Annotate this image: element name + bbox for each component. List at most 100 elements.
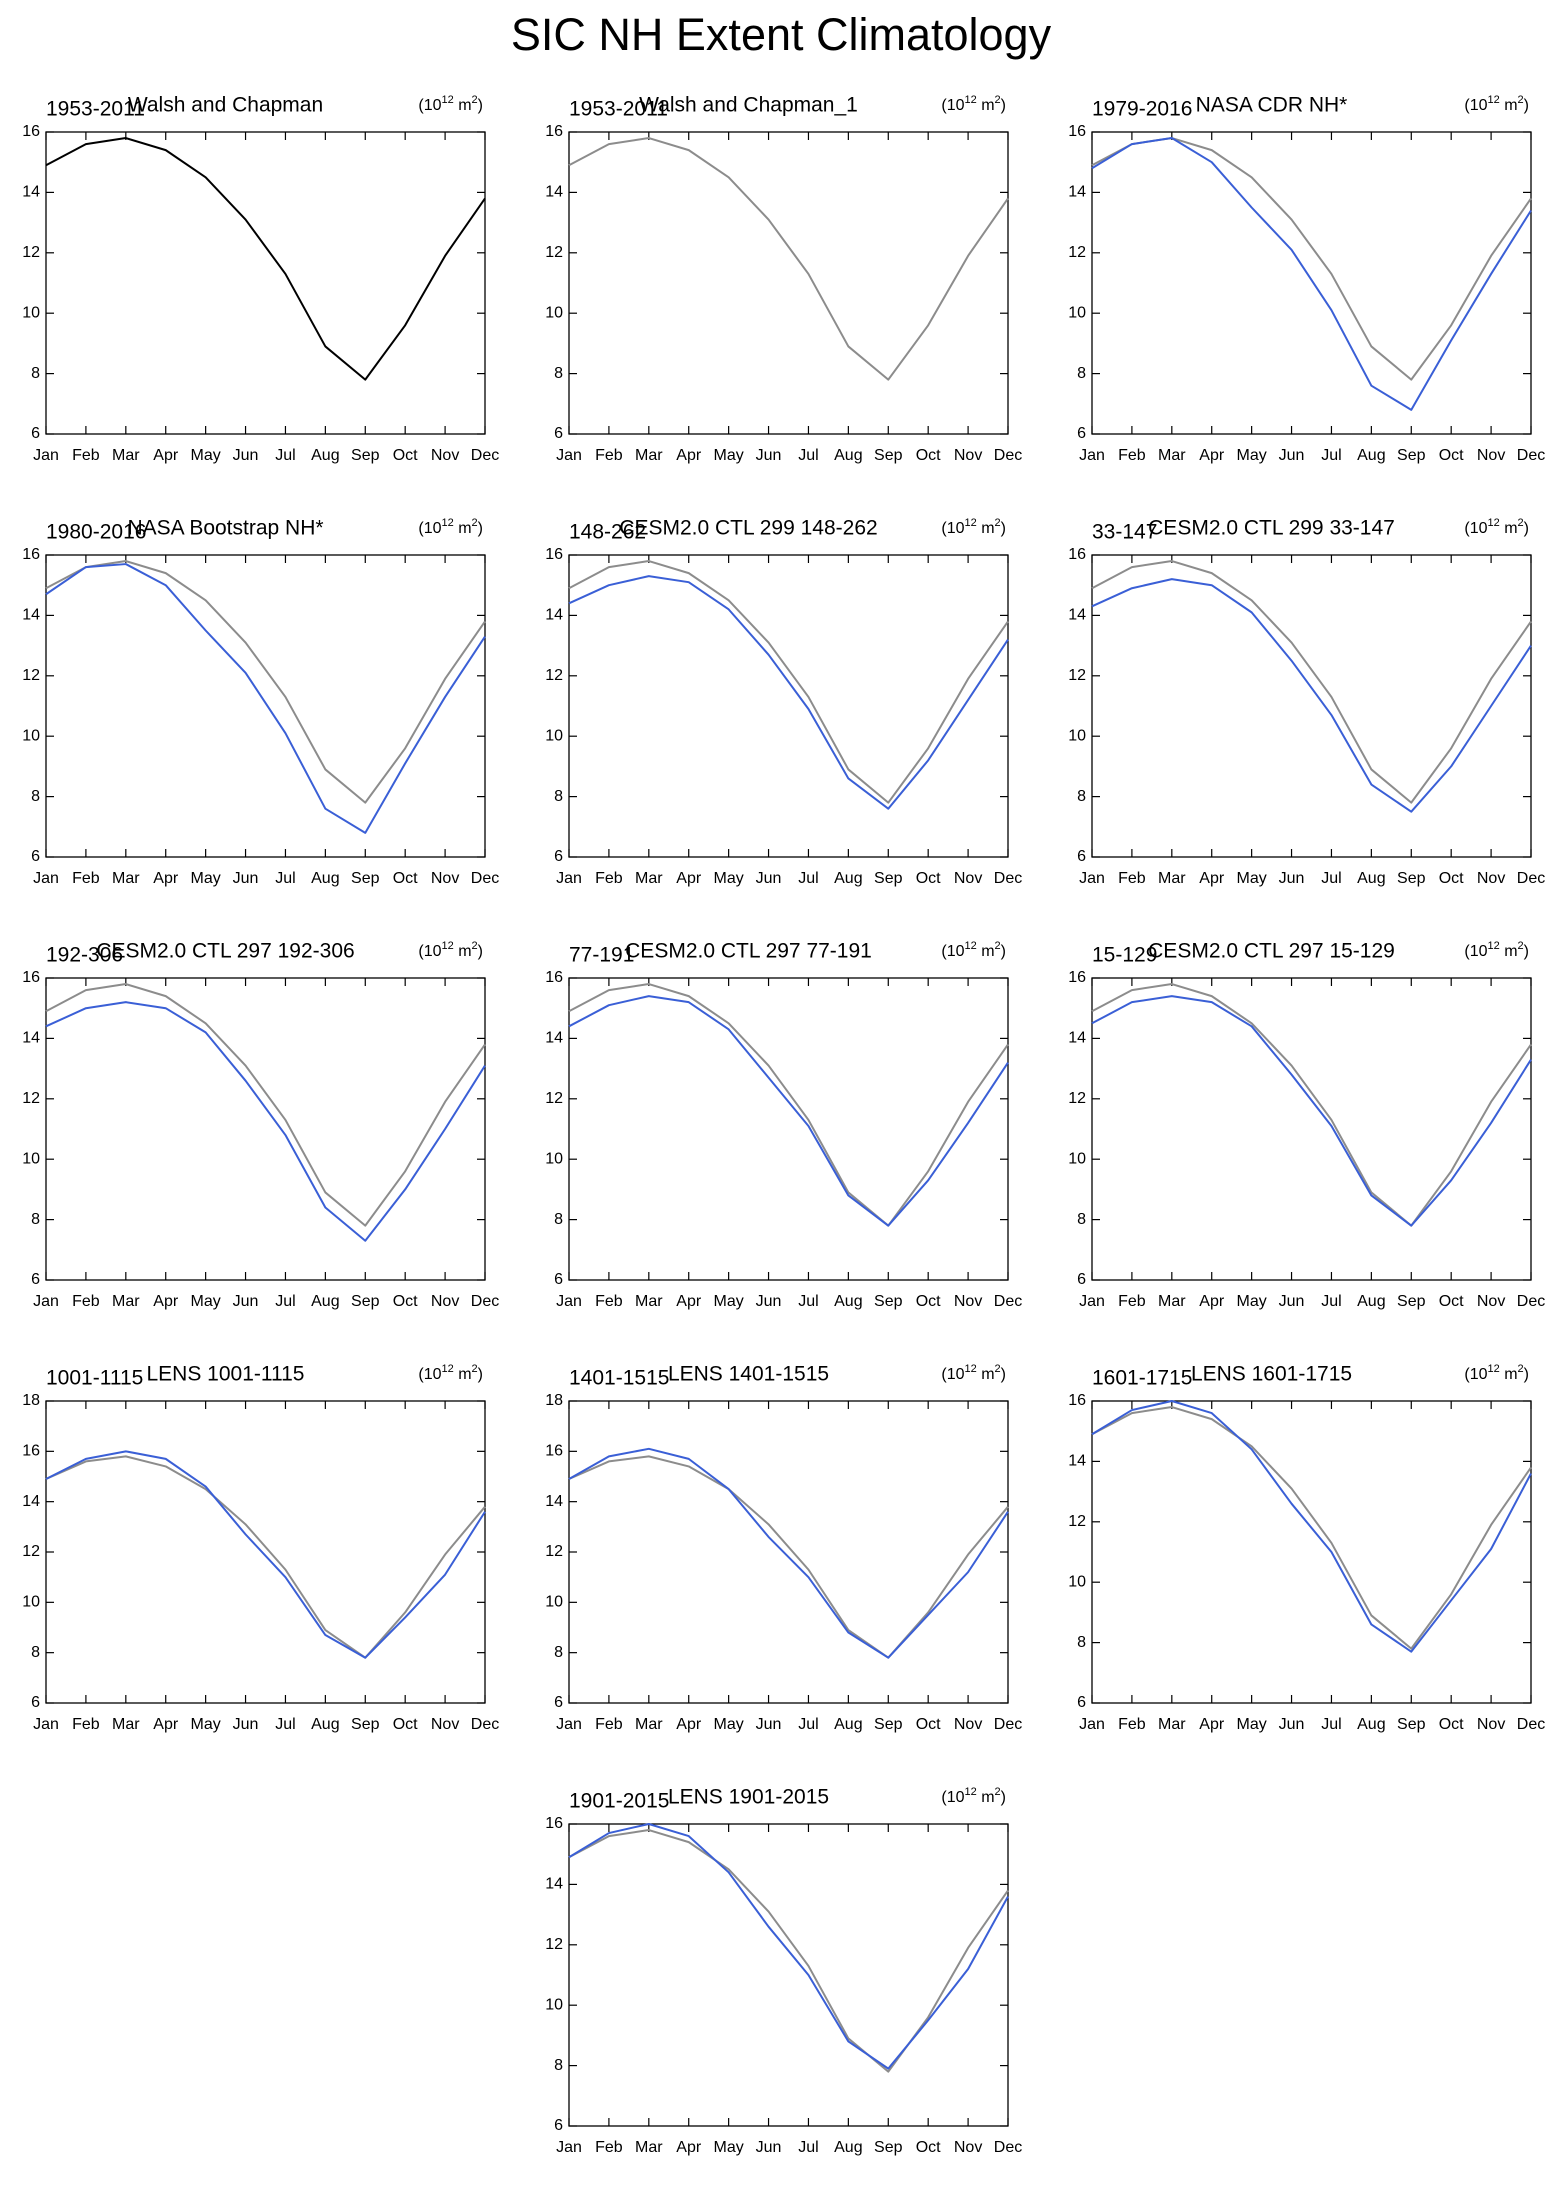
y-tick-label: 10 xyxy=(22,1594,40,1611)
panel: 1979-2016 NASA CDR NH* (1012 m2)6810121416… xyxy=(1068,94,1545,465)
x-tick-label: Sep xyxy=(351,1716,380,1733)
x-tick-label: Dec xyxy=(994,870,1022,887)
x-tick-label: Feb xyxy=(72,870,100,887)
panel-units: (1012 m2) xyxy=(418,1363,483,1383)
y-tick-label: 16 xyxy=(1068,969,1086,986)
units-part: ) xyxy=(478,97,483,114)
x-tick-label: Jun xyxy=(1279,447,1305,464)
x-tick-label: Dec xyxy=(994,1293,1022,1310)
x-tick-label: Jan xyxy=(33,1293,59,1310)
series-line xyxy=(568,1447,1009,1659)
x-tick-label: Jan xyxy=(33,1716,59,1733)
x-tick-label: Nov xyxy=(954,447,982,464)
y-tick-label: 16 xyxy=(545,123,563,140)
x-tick-label: Jan xyxy=(1079,1293,1105,1310)
x-tick-label: Aug xyxy=(311,1293,339,1310)
panel-title-center: CESM2.0 CTL 297 192-306 xyxy=(96,940,354,963)
y-tick-label: 6 xyxy=(554,848,563,865)
panel-units: (1012 m2) xyxy=(418,94,483,114)
x-tick-label: Jan xyxy=(1079,870,1105,887)
units-part: ) xyxy=(1001,97,1006,114)
units-part: 2 xyxy=(1518,94,1524,106)
panel-units: (1012 m2) xyxy=(941,1363,1006,1383)
y-tick-label: 6 xyxy=(31,1271,40,1288)
units-part: m xyxy=(977,1366,995,1383)
units-part: m xyxy=(1500,1366,1518,1383)
panel-title-center: Walsh and Chapman_1 xyxy=(639,94,858,117)
units-part: ) xyxy=(1524,97,1529,114)
x-tick-label: Feb xyxy=(1118,1293,1146,1310)
x-tick-label: Aug xyxy=(834,2139,862,2156)
x-tick-label: Jun xyxy=(1279,1293,1305,1310)
series-line xyxy=(1091,578,1532,813)
panel-title-center: CESM2.0 CTL 299 33-147 xyxy=(1148,517,1395,540)
series-line xyxy=(45,137,486,381)
units-part: 2 xyxy=(995,517,1001,529)
x-tick-label: Oct xyxy=(1439,447,1464,464)
x-tick-label: Feb xyxy=(595,1293,623,1310)
x-tick-label: Mar xyxy=(1158,870,1186,887)
panel: 1001-1115 LENS 1001-1115 (1012 m2)68101214… xyxy=(22,1363,499,1734)
panel-title-center: NASA Bootstrap NH* xyxy=(127,517,323,540)
y-tick-label: 14 xyxy=(545,1493,563,1510)
y-tick-label: 6 xyxy=(1077,425,1086,442)
y-tick-label: 6 xyxy=(31,848,40,865)
x-tick-label: May xyxy=(714,447,744,464)
x-tick-label: Jun xyxy=(756,2139,782,2156)
units-part: 12 xyxy=(442,94,454,106)
x-tick-label: Oct xyxy=(1439,870,1464,887)
units-part: 2 xyxy=(472,940,478,952)
units-part: (10 xyxy=(1464,943,1487,960)
x-tick-label: Apr xyxy=(1199,870,1225,887)
x-tick-label: Dec xyxy=(994,1716,1022,1733)
units-part: ) xyxy=(478,520,483,537)
x-tick-label: Aug xyxy=(311,447,339,464)
series-line xyxy=(1091,137,1532,411)
x-tick-label: Nov xyxy=(1477,1293,1505,1310)
panel-units: (1012 m2) xyxy=(941,1786,1006,1806)
x-tick-label: Apr xyxy=(676,447,702,464)
y-tick-label: 12 xyxy=(545,667,563,684)
x-tick-label: Sep xyxy=(1397,1293,1426,1310)
panel-title-left: 1953-2011 xyxy=(569,98,668,121)
y-tick-label: 10 xyxy=(1068,1150,1086,1167)
x-tick-label: Apr xyxy=(1199,1716,1225,1733)
x-tick-label: Jun xyxy=(1279,1716,1305,1733)
x-tick-label: Apr xyxy=(153,1293,179,1310)
panel-title-left: 1980-2016 xyxy=(46,521,146,544)
x-tick-label: May xyxy=(1237,447,1267,464)
x-tick-label: Mar xyxy=(635,2139,663,2156)
y-tick-label: 12 xyxy=(1068,1513,1086,1530)
units-part: 12 xyxy=(442,940,454,952)
x-tick-label: Nov xyxy=(1477,1716,1505,1733)
y-tick-label: 12 xyxy=(545,1090,563,1107)
y-tick-label: 16 xyxy=(22,123,40,140)
x-tick-label: Oct xyxy=(916,2139,941,2156)
x-tick-label: May xyxy=(191,870,221,887)
y-tick-label: 12 xyxy=(22,1090,40,1107)
x-tick-label: Feb xyxy=(1118,447,1146,464)
x-tick-label: Jun xyxy=(233,447,259,464)
units-part: m xyxy=(454,97,472,114)
y-tick-label: 16 xyxy=(1068,546,1086,563)
x-tick-label: Jun xyxy=(756,870,782,887)
units-part: (10 xyxy=(941,1789,964,1806)
panel-title-left: 33-147 xyxy=(1092,521,1157,544)
series-line xyxy=(1091,137,1532,381)
series-line xyxy=(1091,560,1532,804)
x-tick-label: Jul xyxy=(275,447,295,464)
x-tick-label: Feb xyxy=(72,1293,100,1310)
y-tick-label: 8 xyxy=(554,788,563,805)
x-tick-label: Apr xyxy=(676,2139,702,2156)
x-tick-label: Jan xyxy=(556,447,582,464)
panel-units: (1012 m2) xyxy=(1464,1363,1529,1383)
y-tick-label: 16 xyxy=(545,546,563,563)
plot-frame xyxy=(568,1823,1009,2127)
x-tick-label: Feb xyxy=(1118,1716,1146,1733)
units-part: (10 xyxy=(941,943,964,960)
x-tick-label: Sep xyxy=(351,447,380,464)
